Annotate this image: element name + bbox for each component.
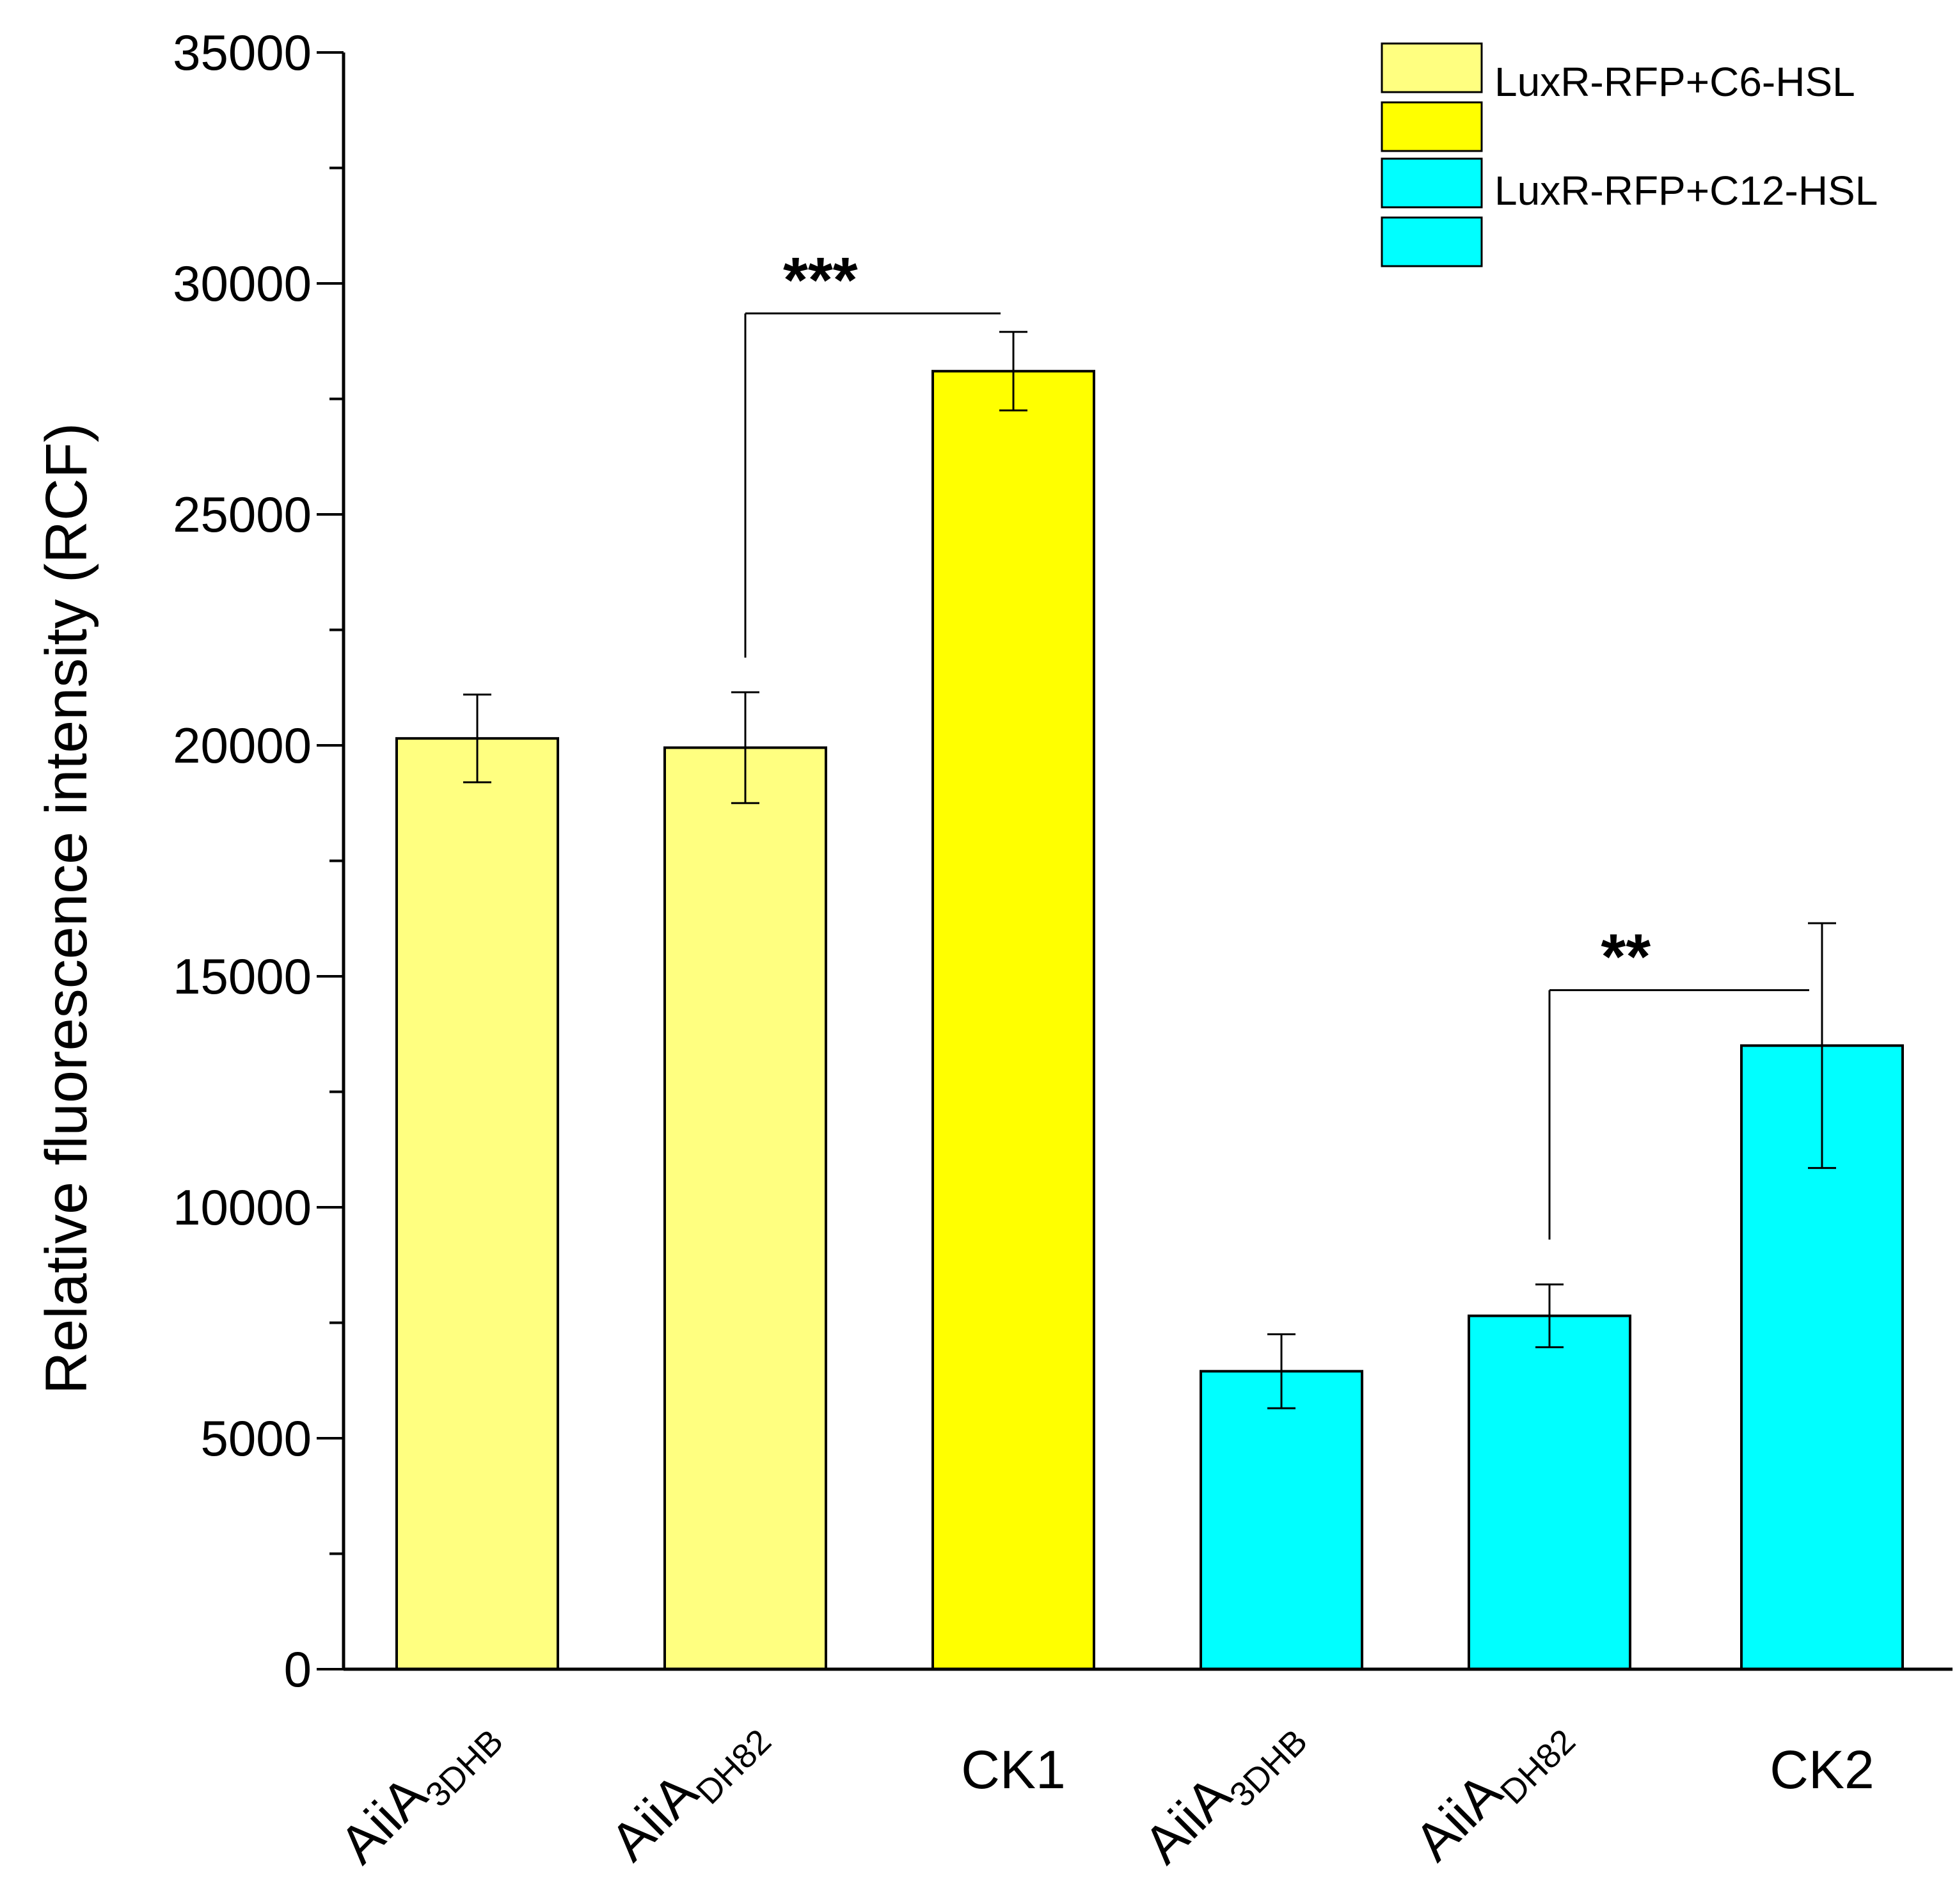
x-label-main: AiiA <box>1132 1765 1242 1875</box>
x-label-main: AiiA <box>599 1762 709 1872</box>
y-tick-label: 35000 <box>173 24 312 81</box>
y-tick-label: 25000 <box>173 486 312 543</box>
x-label-1: AiiA3DHB <box>328 1699 511 1882</box>
x-label-6: CK2 <box>1770 1740 1874 1800</box>
axes <box>342 52 1953 1671</box>
x-label-main: AiiA <box>1403 1762 1513 1872</box>
significance-label-2: ** <box>1601 921 1651 993</box>
y-tick-label: 0 <box>284 1641 312 1697</box>
x-label-subscript: 3DHB <box>1223 1722 1315 1814</box>
bar-1 <box>395 737 559 1670</box>
x-label-text: AiiA3DHB <box>328 1699 511 1882</box>
significance-label-1: *** <box>783 244 858 316</box>
legend-swatch-4 <box>1381 216 1483 267</box>
legend-label-1: LuxR-RFP+C6-HSL <box>1494 59 1855 105</box>
bar-5 <box>1468 1314 1631 1670</box>
x-label-text: AiiADH82 <box>1403 1699 1583 1879</box>
y-tick-label: 15000 <box>173 948 312 1004</box>
legend-swatch-1 <box>1381 42 1483 93</box>
legend: LuxR-RFP+C6-HSL LuxR-RFP+C12-HSL <box>1381 42 1878 267</box>
bar-2 <box>663 746 827 1670</box>
significance-annotations: ***** <box>744 244 1809 1240</box>
error-bars <box>463 331 1836 1409</box>
x-label-subscript: DH82 <box>1493 1722 1583 1812</box>
y-tick-label: 5000 <box>200 1410 312 1466</box>
y-tick-label: 20000 <box>173 717 312 774</box>
x-axis-labels: AiiA3DHB AiiADH82 CK1 AiiA3DHB AiiADH82 CK2 <box>328 1699 1874 1882</box>
x-label-subscript: DH82 <box>689 1722 779 1812</box>
x-label-text: AiiA3DHB <box>1132 1699 1315 1882</box>
x-label-subscript: 3DHB <box>418 1722 511 1814</box>
x-label-4: AiiA3DHB <box>1132 1699 1315 1882</box>
x-label-text: AiiADH82 <box>599 1699 779 1879</box>
legend-label-2: LuxR-RFP+C12-HSL <box>1494 168 1878 214</box>
x-label-2: AiiADH82 <box>599 1699 779 1879</box>
x-label-5: AiiADH82 <box>1403 1699 1583 1879</box>
y-axis-ticks: 0 5000 10000 15000 20000 25000 30000 35000 <box>173 24 344 1697</box>
legend-swatch-2 <box>1381 101 1483 152</box>
y-tick-label: 30000 <box>173 255 312 312</box>
x-label-3: CK1 <box>961 1740 1065 1800</box>
bars <box>395 370 1904 1671</box>
bar-4 <box>1200 1370 1363 1671</box>
x-label-main: AiiA <box>328 1765 438 1875</box>
legend-swatch-3 <box>1381 157 1483 209</box>
bar-3 <box>931 370 1095 1670</box>
y-axis-title: Relative fluorescence intensity (RCF) <box>34 423 99 1395</box>
y-tick-label: 10000 <box>173 1179 312 1235</box>
